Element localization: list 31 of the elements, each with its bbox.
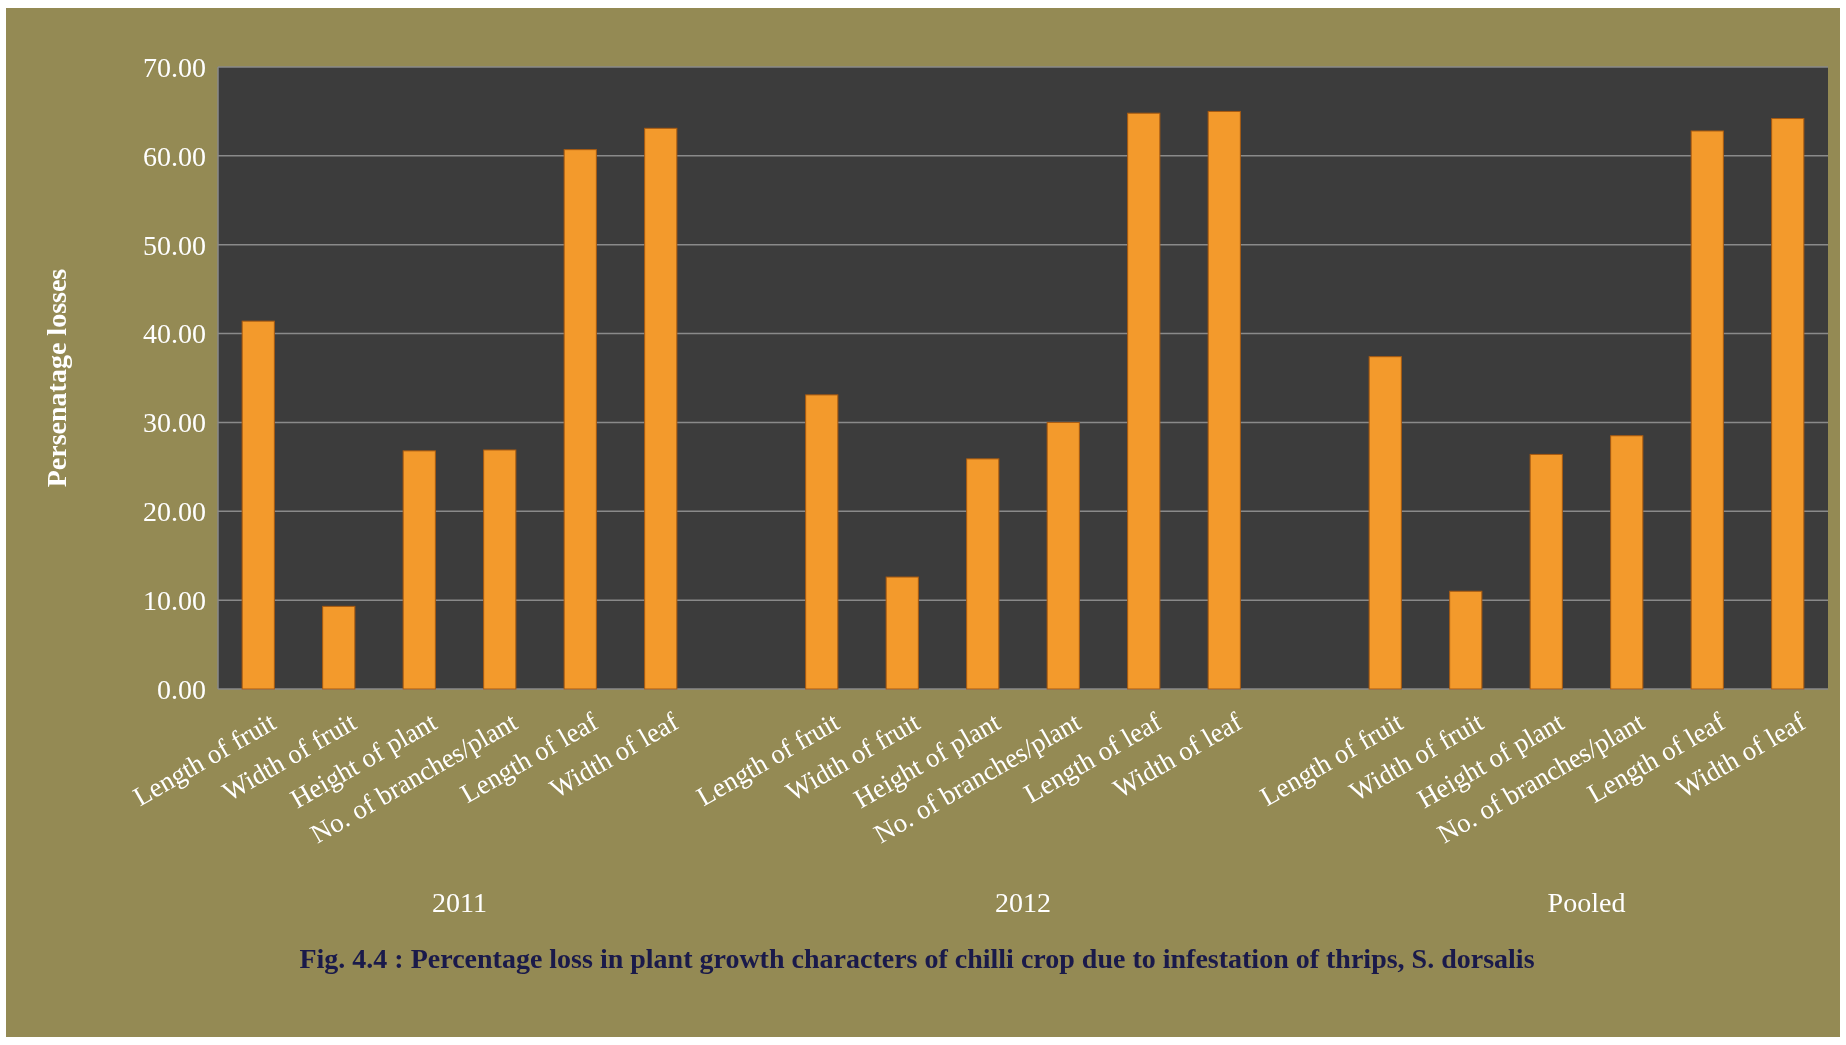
text: Fig. 4.4 : Percentage loss in plant growth characters of chilli crop due to infestation of thrips, S. dorsalis <box>299 943 1535 974</box>
y-tick-label: 60.00 <box>143 140 206 172</box>
y-tick-label: 0.00 <box>157 673 206 705</box>
y-tick-label: 20.00 <box>143 496 206 528</box>
y-axis-title: Persenatage losses <box>41 268 72 488</box>
bar <box>805 394 839 690</box>
bar <box>563 149 597 690</box>
bar <box>966 458 1000 690</box>
y-tick-label: 10.00 <box>143 584 206 616</box>
text: Pooled <box>1547 887 1626 918</box>
bar <box>322 605 356 690</box>
y-tick-label: 40.00 <box>143 318 206 350</box>
bar <box>644 127 678 690</box>
bar <box>483 449 517 690</box>
bar <box>241 320 275 690</box>
y-tick-label: 30.00 <box>143 407 206 439</box>
bar <box>1368 356 1402 690</box>
bar <box>885 576 919 690</box>
text: 2011 <box>432 887 487 918</box>
bar <box>1046 421 1080 690</box>
bar <box>1610 435 1644 690</box>
bar <box>402 450 436 690</box>
bar <box>1449 590 1483 690</box>
text: 2012 <box>995 887 1051 918</box>
bar <box>1690 130 1724 690</box>
y-tick-label: 70.00 <box>143 51 206 83</box>
bar <box>1127 112 1161 690</box>
bar <box>1207 110 1241 690</box>
bar <box>1529 453 1563 690</box>
y-tick-label: 50.00 <box>143 229 206 261</box>
bar <box>1771 118 1805 690</box>
